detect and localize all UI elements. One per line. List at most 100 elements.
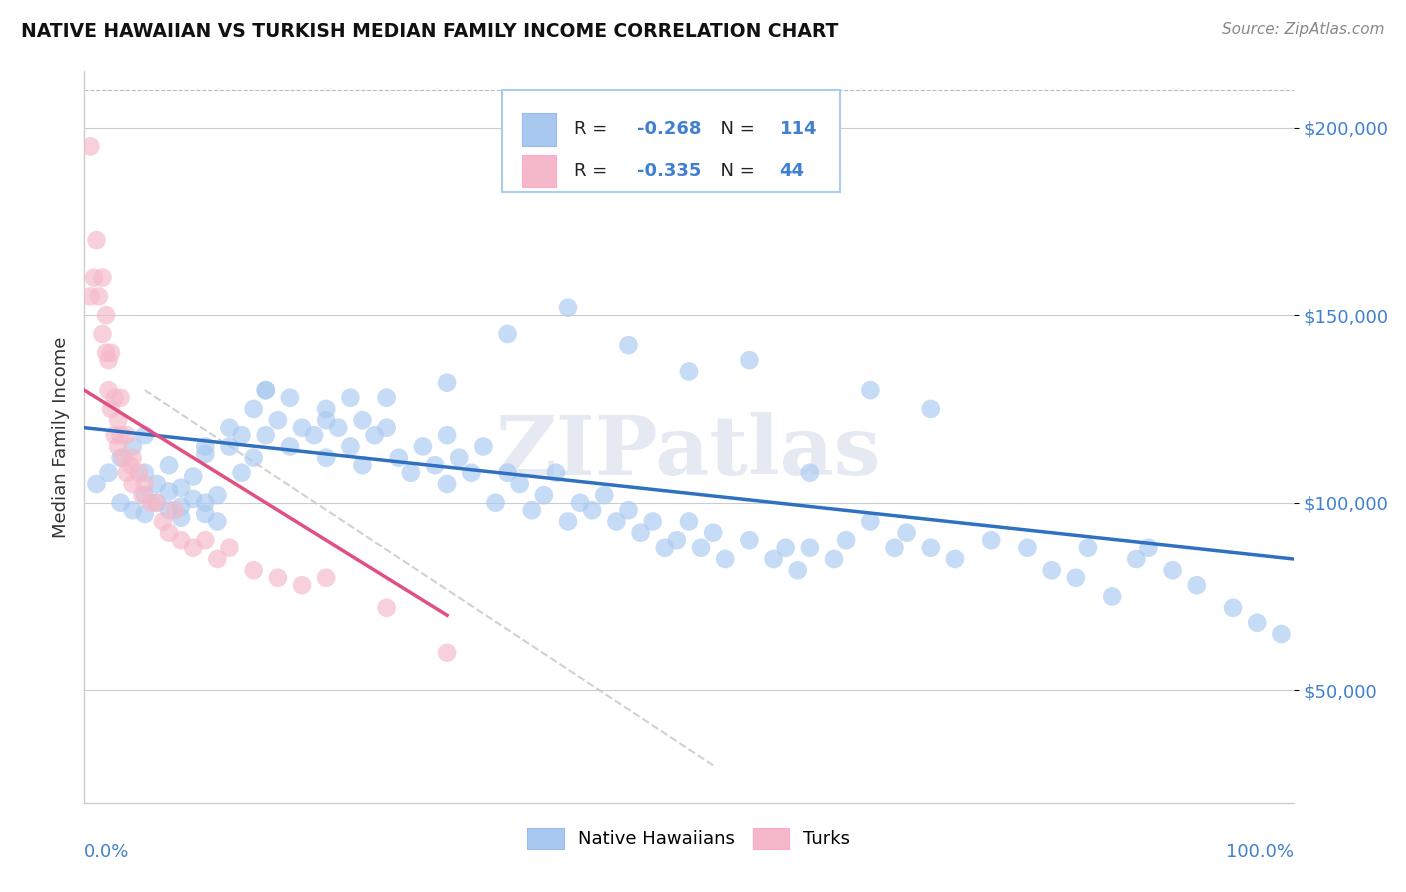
Point	[79, 139, 101, 153]
Point	[278, 391, 301, 405]
Point	[83, 270, 105, 285]
Point	[302, 428, 325, 442]
Point	[110, 391, 132, 405]
Point	[630, 525, 652, 540]
Point	[714, 552, 737, 566]
Point	[194, 447, 217, 461]
Point	[100, 345, 122, 359]
Point	[267, 413, 290, 427]
Point	[980, 533, 1002, 548]
Point	[254, 383, 277, 397]
Text: N =: N =	[710, 162, 761, 180]
Point	[1077, 541, 1099, 555]
Bar	[522, 113, 555, 145]
Text: Source: ZipAtlas.com: Source: ZipAtlas.com	[1222, 22, 1385, 37]
Point	[399, 466, 422, 480]
Point	[581, 503, 603, 517]
Point	[231, 428, 253, 442]
Point	[194, 507, 217, 521]
Point	[231, 466, 253, 480]
Point	[146, 496, 169, 510]
Point	[157, 503, 180, 517]
Point	[254, 383, 277, 397]
Point	[218, 541, 240, 555]
Point	[690, 541, 713, 555]
Point	[738, 533, 761, 548]
Point	[115, 466, 138, 480]
Point	[1185, 578, 1208, 592]
Point	[242, 401, 264, 416]
Point	[1137, 541, 1160, 555]
Point	[1040, 563, 1063, 577]
Point	[207, 488, 229, 502]
Point	[134, 466, 156, 480]
Point	[254, 428, 277, 442]
Point	[100, 401, 122, 416]
Point	[352, 458, 374, 473]
Point	[207, 515, 229, 529]
Text: 44: 44	[780, 162, 804, 180]
Point	[1270, 627, 1292, 641]
Point	[520, 503, 543, 517]
Point	[339, 391, 361, 405]
Point	[165, 503, 187, 517]
Text: -0.335: -0.335	[637, 162, 702, 180]
Point	[121, 440, 143, 454]
Point	[436, 477, 458, 491]
Text: NATIVE HAWAIIAN VS TURKISH MEDIAN FAMILY INCOME CORRELATION CHART: NATIVE HAWAIIAN VS TURKISH MEDIAN FAMILY…	[21, 22, 838, 41]
Point	[859, 383, 882, 397]
Point	[131, 488, 153, 502]
Point	[617, 338, 640, 352]
Point	[654, 541, 676, 555]
Point	[509, 477, 531, 491]
Point	[242, 563, 264, 577]
Point	[896, 525, 918, 540]
Point	[557, 301, 579, 315]
Point	[472, 440, 495, 454]
Point	[87, 289, 110, 303]
Point	[104, 428, 127, 442]
Point	[557, 515, 579, 529]
Point	[218, 440, 240, 454]
Point	[97, 466, 120, 480]
Point	[91, 326, 114, 341]
Point	[157, 525, 180, 540]
Point	[617, 503, 640, 517]
Point	[702, 525, 724, 540]
Point	[1101, 590, 1123, 604]
Point	[835, 533, 858, 548]
Point	[460, 466, 482, 480]
Point	[605, 515, 627, 529]
Point	[94, 308, 117, 322]
Point	[593, 488, 616, 502]
Point	[110, 428, 132, 442]
Point	[194, 440, 217, 454]
Point	[496, 326, 519, 341]
Point	[775, 541, 797, 555]
Point	[1125, 552, 1147, 566]
Bar	[522, 155, 555, 187]
Point	[1246, 615, 1268, 630]
Point	[436, 428, 458, 442]
Point	[134, 507, 156, 521]
Point	[1017, 541, 1039, 555]
Point	[449, 450, 471, 465]
Point	[110, 496, 132, 510]
Point	[97, 383, 120, 397]
Point	[678, 364, 700, 378]
Point	[134, 477, 156, 491]
Text: -0.268: -0.268	[637, 120, 702, 138]
Point	[1161, 563, 1184, 577]
Point	[1064, 571, 1087, 585]
Point	[157, 458, 180, 473]
Point	[120, 458, 142, 473]
Point	[533, 488, 555, 502]
Point	[1222, 600, 1244, 615]
Point	[134, 428, 156, 442]
Point	[544, 466, 567, 480]
Point	[181, 469, 204, 483]
Point	[762, 552, 785, 566]
Point	[146, 477, 169, 491]
Point	[484, 496, 506, 510]
Point	[883, 541, 905, 555]
